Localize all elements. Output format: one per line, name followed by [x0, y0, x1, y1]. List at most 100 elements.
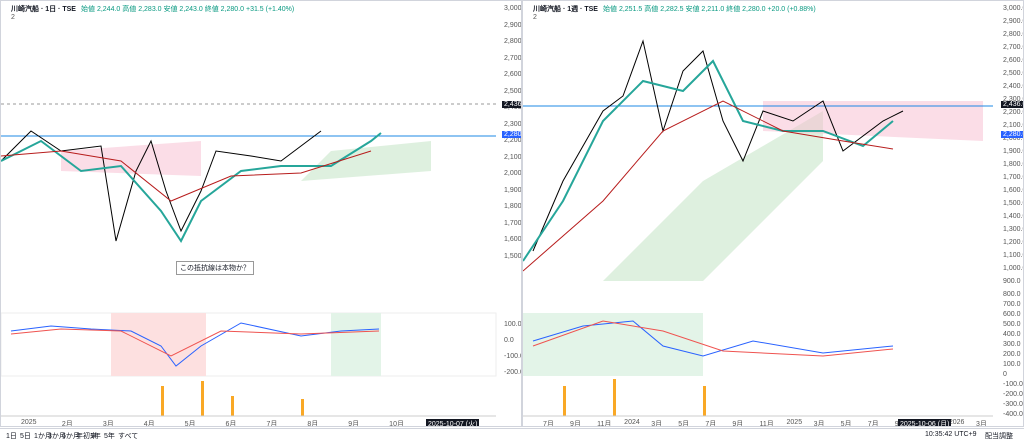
y-tick-label: 1,600.0 — [1003, 187, 1023, 194]
range-button[interactable]: 5日 — [20, 433, 31, 440]
osc-tick-label: 700.0 — [1003, 301, 1021, 308]
x-tick-label: 7月 — [543, 421, 554, 427]
osc-tick-label: -200.0 — [1003, 391, 1023, 398]
y-tick-label: 1,800.0 — [1003, 161, 1023, 168]
y-tick-label: 2,300.0 — [1003, 96, 1023, 103]
y-tick-label: 1,300.0 — [1003, 226, 1023, 233]
osc-tick-label: 200.0 — [1003, 351, 1021, 358]
price-label: 2,436.0 — [502, 101, 521, 108]
price-label: 2,436.0 — [1001, 101, 1023, 108]
y-tick-label: 1,500.0 — [1003, 200, 1023, 207]
y-tick-label: 1,200.0 — [1003, 239, 1023, 246]
x-tick-label: 2024 — [624, 419, 640, 426]
price-label: 2,280.0 — [1001, 131, 1023, 138]
y-tick-label: 2,900.0 — [1003, 18, 1023, 25]
y-tick-label: 3,000.0 — [1003, 5, 1023, 12]
y-tick-label: 2,700.0 — [504, 54, 522, 62]
x-tick-label: 3月 — [975, 421, 987, 427]
y-tick-label: 2,300.0 — [504, 120, 522, 128]
x-tick-label: 8月 — [307, 421, 319, 427]
y-tick-label: 2,100.0 — [504, 153, 522, 161]
osc-tick-label: 0 — [1003, 371, 1007, 378]
range-button[interactable]: すべて — [118, 433, 139, 440]
y-tick-label: 1,900.0 — [504, 186, 522, 194]
osc-tick-label: -400.0 — [1003, 411, 1023, 418]
osc-tick-label: 100.0 — [504, 321, 522, 328]
osc-tick-label: 100.0 — [1003, 361, 1021, 368]
toolbar — [0, 428, 1024, 442]
range-button[interactable]: 年初来 — [76, 433, 97, 440]
x-tick-label: 4月 — [143, 421, 155, 427]
clock: 10:35:42 UTC+9 — [925, 431, 977, 438]
x-tick-label: 2026 — [948, 419, 965, 426]
y-tick-label: 1,700.0 — [1003, 174, 1023, 181]
ohlc: 始値 2,251.5 高値 2,282.5 安値 2,211.0 終値 2,28… — [603, 6, 816, 13]
y-tick-label: 3,000.0 — [504, 5, 522, 12]
x-tick-label: 11月 — [759, 421, 774, 427]
y-tick-label: 800.0 — [1003, 291, 1021, 298]
y-tick-label: 2,500.0 — [1003, 70, 1023, 77]
y-tick-label: 1,900.0 — [1003, 148, 1023, 155]
x-tick-label: 5月 — [840, 421, 852, 427]
y-tick-label: 2,000.0 — [1003, 135, 1023, 142]
y-tick-label: 2,100.0 — [1003, 122, 1023, 129]
x-tick-label: 9月 — [348, 421, 360, 427]
x-tick-label: 7月 — [705, 421, 717, 427]
right-chart: 川崎汽船 · 1週 · TSE 始値 2,251.5 高値 2,282.5 安値 … — [522, 0, 1024, 427]
price-label: 2,280.0 — [502, 131, 521, 138]
range-button[interactable]: 5年 — [104, 433, 115, 440]
y-tick-label: 900.0 — [1003, 278, 1021, 285]
osc-tick-label: -200.0 — [504, 369, 522, 376]
y-tick-label: 2,800.0 — [504, 38, 522, 45]
left-plot — [1, 103, 497, 417]
y-tick-label: 1,100.0 — [1003, 252, 1023, 259]
cursor-date: 2025-10-06 (月) — [898, 419, 952, 427]
annotation: この抵抗線は本物か？ — [176, 261, 254, 275]
osc-tick-label: 600.0 — [1003, 311, 1021, 318]
y-tick-label: 1,800.0 — [504, 203, 522, 210]
x-tick-label: 3月 — [813, 421, 825, 427]
y-tick-label: 2,700.0 — [1003, 44, 1023, 51]
symbol-title: 川崎汽船 · 1週 · TSE — [533, 6, 598, 13]
y-tick-label: 2,900.0 — [504, 21, 522, 29]
range-button[interactable]: 1年 — [90, 433, 101, 440]
osc-tick-label: 0.0 — [504, 337, 514, 344]
range-button[interactable]: 6か月 — [62, 433, 80, 440]
osc-tick-label: -100.0 — [504, 353, 522, 360]
y-tick-label: 1,600.0 — [504, 236, 522, 243]
y-tick-label: 2,600.0 — [504, 71, 522, 78]
x-tick-label: 2025 — [786, 419, 803, 426]
ohlc: 始値 2,244.0 高値 2,283.0 安値 2,243.0 終値 2,28… — [81, 6, 295, 13]
x-tick-label: 2025 — [21, 419, 37, 426]
y-tick-label: 2,500.0 — [504, 87, 522, 95]
indicator: 2 — [533, 14, 537, 21]
right-plot — [523, 39, 993, 417]
range-button[interactable]: 1か月 — [34, 433, 52, 440]
y-tick-label: 2,800.0 — [1003, 31, 1023, 38]
x-tick-label: 9月 — [570, 421, 581, 427]
osc-tick-label: -100.0 — [1003, 381, 1023, 388]
x-tick-label: 5月 — [678, 421, 690, 427]
cursor-date: 2025-10-07 (火) — [426, 419, 480, 427]
indicator: 2 — [11, 14, 15, 21]
left-chart: 川崎汽船 · 1日 · TSE 始値 2,244.0 高値 2,283.0 安値 … — [0, 0, 522, 427]
x-tick-label: 7月 — [266, 421, 278, 427]
range-button[interactable]: 3か月 — [48, 433, 66, 440]
x-tick-label: 3月 — [102, 421, 114, 427]
y-tick-label: 2,400.0 — [1003, 83, 1023, 90]
y-tick-label: 2,600.0 — [1003, 57, 1023, 64]
osc-tick-label: 500.0 — [1003, 321, 1021, 328]
y-tick-label: 1,500.0 — [504, 252, 522, 260]
x-tick-label: 11月 — [597, 421, 612, 427]
osc-tick-label: 400.0 — [1003, 331, 1021, 338]
osc-tick-label: 300.0 — [1003, 341, 1021, 348]
y-tick-label: 2,200.0 — [1003, 109, 1023, 116]
adjust-toggle[interactable]: 配当調整 — [985, 433, 1013, 440]
range-button[interactable]: 1日 — [6, 433, 17, 440]
x-tick-label: 7月 — [867, 421, 879, 427]
x-tick-label: 2月 — [61, 421, 73, 427]
symbol-title: 川崎汽船 · 1日 · TSE — [11, 6, 76, 13]
y-tick-label: 1,700.0 — [504, 219, 522, 227]
y-tick-label: 1,400.0 — [1003, 213, 1023, 220]
